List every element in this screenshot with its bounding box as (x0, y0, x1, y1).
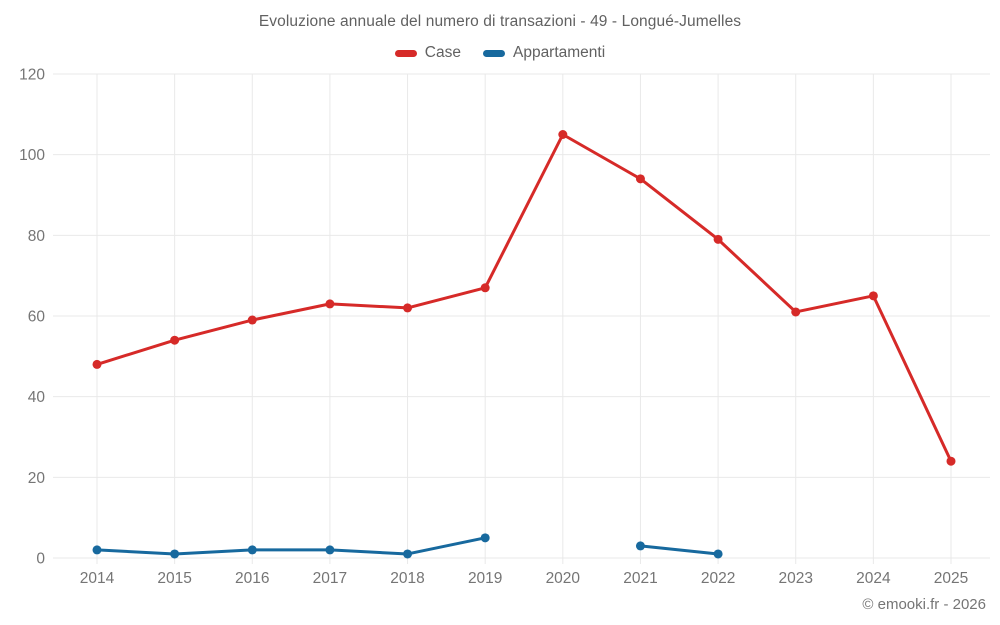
data-point-appartamenti-2021[interactable] (635, 541, 645, 551)
chart-title: Evoluzione annuale del numero di transaz… (258, 13, 742, 30)
x-axis-label: 2022 (701, 570, 735, 587)
legend-label-case: Case (424, 44, 461, 61)
data-point-appartamenti-2019[interactable] (480, 533, 490, 543)
x-axis-label: 2020 (546, 570, 581, 587)
data-point-appartamenti-2018[interactable] (403, 549, 413, 559)
series-line-appartamenti (638, 544, 720, 556)
data-point-appartamenti-2014[interactable] (92, 545, 102, 555)
data-point-appartamenti-2016[interactable] (247, 545, 257, 555)
legend-item-appartamenti[interactable]: Appartamenti (482, 44, 606, 62)
data-point-appartamenti-2017[interactable] (325, 545, 335, 555)
y-axis-label: 60 (28, 309, 46, 326)
data-point-case-2017[interactable] (325, 299, 335, 309)
series-line-case (95, 133, 953, 463)
data-point-case-2025[interactable] (946, 456, 956, 466)
x-axis-label: 2018 (390, 570, 424, 587)
legend-item-case[interactable]: Case (394, 44, 461, 62)
chart-legend: Case Appartamenti (0, 44, 1000, 62)
data-point-case-2022[interactable] (713, 234, 723, 244)
data-point-case-2019[interactable] (480, 283, 490, 293)
y-axis-label: 20 (28, 470, 46, 487)
series-line-appartamenti (95, 536, 487, 556)
x-axis-label: 2016 (235, 570, 269, 587)
x-axis-label: 2014 (80, 570, 115, 587)
legend-marker-appartamenti (482, 49, 505, 57)
x-axis-label: 2017 (313, 570, 347, 587)
y-axis-label: 100 (19, 147, 45, 164)
x-axis-label: 2015 (157, 570, 191, 587)
y-axis-label: 40 (28, 389, 46, 406)
x-axis-label: 2021 (623, 570, 657, 587)
legend-label-appartamenti: Appartamenti (512, 44, 606, 61)
data-point-appartamenti-2015[interactable] (170, 549, 180, 559)
data-point-case-2020[interactable] (558, 130, 568, 139)
data-point-case-2018[interactable] (403, 303, 413, 313)
x-axis-label: 2025 (934, 570, 968, 587)
copyright-text: © emooki.fr - 2026 (862, 596, 986, 613)
x-axis-label: 2019 (468, 570, 502, 587)
data-point-case-2024[interactable] (868, 291, 878, 301)
x-axis-label: 2024 (856, 570, 891, 587)
y-axis-label: 80 (28, 228, 46, 245)
data-point-case-2021[interactable] (635, 174, 645, 184)
data-point-case-2016[interactable] (247, 315, 257, 325)
legend-marker-case (394, 49, 417, 57)
data-point-case-2023[interactable] (791, 307, 801, 317)
y-axis-label: 120 (19, 67, 45, 84)
data-point-case-2015[interactable] (170, 335, 180, 345)
data-point-case-2014[interactable] (92, 359, 102, 369)
x-axis-label: 2023 (778, 570, 812, 587)
data-point-appartamenti-2022[interactable] (713, 549, 723, 559)
y-axis-label: 0 (36, 551, 45, 568)
